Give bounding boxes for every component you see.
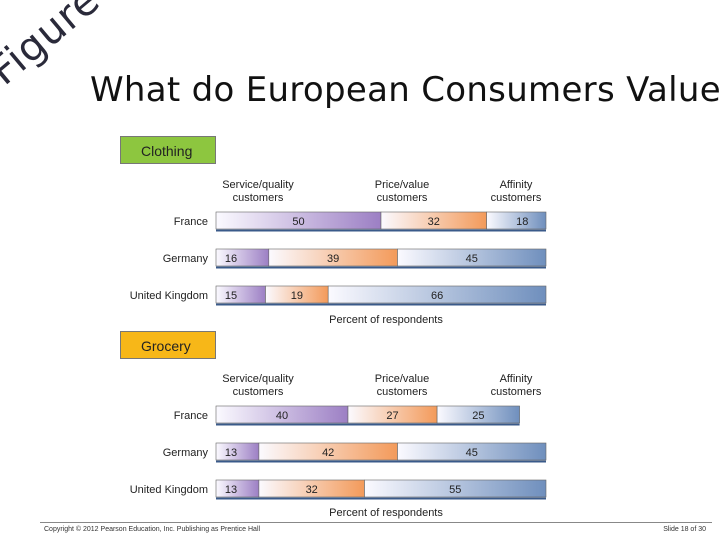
series-header-0: Service/quality [222, 179, 294, 191]
series-header-2: Affinity [500, 373, 533, 385]
data-label: 25 [472, 410, 484, 422]
clothing-section-tag: Clothing [120, 136, 216, 164]
bar-segment [397, 442, 547, 461]
data-label: 13 [225, 447, 237, 459]
data-label: 42 [322, 447, 334, 459]
category-label: United Kingdom [130, 484, 208, 496]
data-label: 19 [291, 290, 303, 302]
data-label: 40 [276, 410, 288, 422]
data-label: 13 [225, 484, 237, 496]
data-label: 18 [516, 216, 528, 228]
series-header-0-line2: customers [233, 192, 284, 204]
category-label: France [174, 410, 208, 422]
series-header-1-line2: customers [377, 386, 428, 398]
bar-segment [327, 285, 547, 304]
data-label: 32 [306, 484, 318, 496]
x-axis-label: Percent of respondents [329, 507, 443, 519]
data-label: 15 [225, 290, 237, 302]
category-label: Germany [163, 447, 209, 459]
series-header-1-line2: customers [377, 192, 428, 204]
data-label: 50 [292, 216, 304, 228]
data-label: 27 [386, 410, 398, 422]
data-label: 39 [327, 253, 339, 265]
bar-segment [436, 405, 520, 424]
grocery-section-tag: Grocery [120, 331, 216, 359]
category-label: France [174, 216, 208, 228]
bar-segment [215, 479, 260, 498]
x-axis-label: Percent of respondents [329, 314, 443, 326]
series-header-1: Price/value [375, 179, 429, 191]
series-header-2-line2: customers [491, 386, 542, 398]
data-label: 45 [466, 253, 478, 265]
bar-segment [215, 285, 266, 304]
data-label: 55 [449, 484, 461, 496]
category-label: United Kingdom [130, 290, 208, 302]
series-header-0: Service/quality [222, 373, 294, 385]
data-label: 32 [428, 216, 440, 228]
bar-segment [397, 248, 547, 267]
bar-segment [215, 442, 260, 461]
series-header-2: Affinity [500, 179, 533, 191]
data-label: 16 [225, 253, 237, 265]
data-label: 66 [431, 290, 443, 302]
footer-divider [40, 522, 712, 523]
copyright-text: Copyright © 2012 Pearson Education, Inc.… [44, 526, 261, 533]
category-label: Germany [163, 253, 209, 265]
bar-segment [486, 211, 547, 230]
bar-segment [364, 479, 547, 498]
series-header-0-line2: customers [233, 386, 284, 398]
series-header-2-line2: customers [491, 192, 542, 204]
slide-title: What do European Consumers Value [90, 70, 720, 110]
series-header-1: Price/value [375, 373, 429, 385]
data-label: 45 [466, 447, 478, 459]
slide-number: Slide 18 of 30 [663, 526, 706, 533]
